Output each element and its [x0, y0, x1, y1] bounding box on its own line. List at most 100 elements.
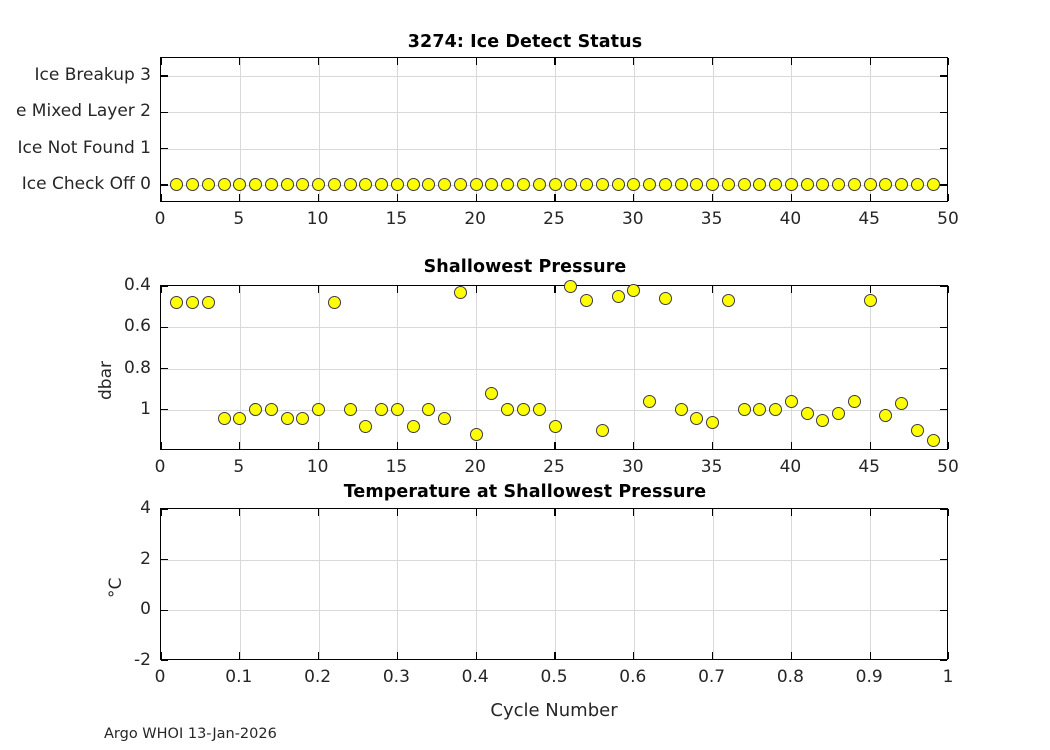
- axis-tick-mark: [790, 58, 793, 65]
- x-tick-label: 0.3: [382, 667, 410, 687]
- y-tick-label: 2: [140, 548, 151, 569]
- data-point-marker: [264, 403, 278, 417]
- axis-tick-mark: [475, 194, 477, 201]
- x-tick-label: 30: [621, 457, 644, 477]
- axis-tick-mark: [633, 442, 635, 449]
- axis-tick-mark: [161, 58, 163, 65]
- axis-tick-mark: [161, 286, 168, 288]
- axis-tick-mark: [161, 111, 168, 114]
- data-point-marker: [863, 293, 877, 307]
- data-point-marker: [611, 178, 625, 192]
- data-point-marker: [264, 178, 278, 192]
- data-point-marker: [863, 178, 877, 192]
- x-tick-label: 15: [385, 209, 408, 229]
- axis-tick-mark: [940, 558, 947, 561]
- grid-line-horizontal: [161, 148, 947, 150]
- data-point-marker: [469, 428, 483, 441]
- data-point-marker: [627, 178, 641, 192]
- grid-line-horizontal: [161, 559, 947, 561]
- data-point-marker: [879, 178, 893, 192]
- data-point-marker: [721, 178, 735, 192]
- data-point-marker: [343, 178, 357, 192]
- data-point-marker: [800, 178, 814, 192]
- axis-tick-mark: [317, 442, 320, 449]
- y-tick-label: -2: [134, 650, 151, 670]
- data-point-marker: [390, 403, 404, 417]
- data-point-marker: [816, 413, 830, 427]
- x-tick-label: 45: [858, 457, 881, 477]
- data-point-marker: [280, 411, 294, 425]
- data-point-marker: [595, 423, 609, 437]
- axis-tick-mark: [940, 286, 947, 288]
- axis-tick-mark: [790, 509, 793, 516]
- data-point-marker: [816, 178, 830, 192]
- axis-tick-mark: [475, 652, 477, 659]
- axis-tick-mark: [239, 442, 241, 449]
- axis-tick-mark: [711, 509, 714, 516]
- data-point-marker: [501, 178, 515, 192]
- data-point-marker: [769, 403, 783, 417]
- axis-tick-mark: [161, 147, 168, 150]
- data-point-marker: [611, 289, 625, 303]
- axis-tick-mark: [869, 509, 871, 516]
- data-point-marker: [926, 178, 940, 192]
- axis-tick-mark: [633, 58, 635, 65]
- x-tick-label: 30: [621, 209, 644, 229]
- grid-line-horizontal: [161, 327, 947, 329]
- data-point-marker: [658, 178, 672, 192]
- data-point-marker: [516, 403, 530, 417]
- grid-line-vertical: [555, 58, 556, 201]
- data-point-marker: [784, 395, 798, 408]
- y-tick-label: e Mixed Layer 2: [15, 101, 151, 122]
- axis-tick-mark: [317, 286, 320, 293]
- axis-tick-mark: [711, 652, 714, 659]
- x-tick-label: 25: [543, 209, 565, 229]
- panel-2-title: Shallowest Pressure: [423, 257, 627, 277]
- axis-tick-mark: [161, 509, 163, 516]
- data-point-marker: [438, 178, 452, 192]
- axis-tick-mark: [161, 652, 163, 659]
- axis-tick-mark: [790, 442, 793, 449]
- axis-tick-mark: [554, 442, 556, 449]
- grid-line-vertical: [476, 286, 478, 449]
- data-point-marker: [737, 178, 751, 192]
- data-point-marker: [879, 409, 893, 423]
- axis-tick-mark: [161, 194, 163, 201]
- data-point-marker: [296, 411, 310, 425]
- data-point-marker: [453, 285, 467, 299]
- axis-tick-mark: [161, 286, 163, 293]
- y-tick-label: Ice Breakup 3: [34, 65, 152, 86]
- data-point-marker: [580, 178, 594, 192]
- data-point-marker: [359, 178, 373, 192]
- grid-line-vertical: [318, 509, 320, 659]
- data-point-marker: [706, 415, 720, 429]
- data-point-marker: [186, 178, 200, 192]
- y-tick-label: 1: [140, 398, 151, 419]
- x-tick-label: 0.2: [304, 667, 332, 687]
- grid-line-horizontal: [161, 610, 947, 612]
- axis-tick-mark: [711, 58, 714, 65]
- data-point-marker: [312, 403, 326, 417]
- x-tick-label: 10: [306, 209, 329, 229]
- panel-3-plot-area: [160, 508, 949, 661]
- axis-tick-mark: [869, 58, 871, 65]
- axis-tick-mark: [161, 326, 168, 328]
- data-point-marker: [910, 178, 924, 192]
- panel-1-plot-area: [160, 57, 949, 202]
- grid-line-vertical: [633, 286, 635, 449]
- axis-tick-mark: [940, 367, 947, 370]
- data-point-marker: [643, 178, 657, 192]
- x-tick-label: 0.9: [855, 667, 883, 687]
- panel-shallowest-pressure: Shallowest Pressure 0.4 0.6 0.8 1 0 5 10 15 20 2…: [0, 255, 1050, 477]
- axis-tick-mark: [475, 286, 477, 293]
- data-point-marker: [832, 178, 846, 192]
- data-point-marker: [690, 411, 704, 425]
- x-tick-label: 0.4: [461, 667, 489, 687]
- axis-tick-mark: [940, 111, 947, 114]
- panel-1-title: 3274: Ice Detect Status: [407, 32, 643, 52]
- axis-tick-mark: [869, 442, 871, 449]
- data-point-marker: [170, 178, 184, 192]
- grid-line-vertical: [397, 58, 399, 201]
- axis-tick-mark: [161, 367, 168, 370]
- grid-line-vertical: [397, 509, 399, 659]
